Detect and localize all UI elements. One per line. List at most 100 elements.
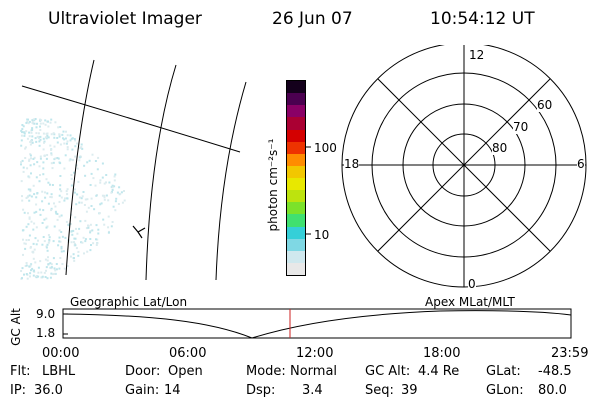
speckle-dot <box>23 273 25 276</box>
speckle-dot <box>62 130 65 133</box>
speckle-dot <box>63 199 66 202</box>
speckle-dot <box>31 121 34 124</box>
flt-label: Flt: <box>10 364 31 379</box>
speckle-dot <box>94 160 97 162</box>
speckle-dot <box>65 220 68 223</box>
speckle-dot <box>47 256 49 259</box>
speckle-dot <box>83 252 85 255</box>
speckle-dot <box>28 159 31 162</box>
speckle-dot <box>59 257 62 259</box>
speckle-dot <box>45 266 48 269</box>
speckle-dot <box>39 125 41 128</box>
speckle-dot <box>56 218 59 221</box>
speckle-dot <box>28 131 31 134</box>
speckle-dot <box>21 159 24 162</box>
speckle-dot <box>24 265 27 267</box>
speckle-dot <box>30 263 33 266</box>
speckle-dot <box>42 167 45 170</box>
speckle-dot <box>117 203 120 205</box>
speckle-dot <box>79 220 82 223</box>
speckle-dot <box>32 257 35 260</box>
speckle-dot <box>123 199 126 202</box>
speckle-dot <box>24 146 27 149</box>
speckle-dot <box>58 161 61 164</box>
speckle-dot <box>29 143 32 146</box>
speckle-dot <box>33 156 36 159</box>
speckle-dot <box>59 175 62 177</box>
speckle-dot <box>29 272 32 275</box>
altitude-ytick-low: 1.8 <box>36 326 56 340</box>
speckle-dot <box>37 275 40 278</box>
speckle-dot <box>59 126 62 128</box>
speckle-dot <box>92 242 95 245</box>
colorbar-band <box>287 105 305 118</box>
speckle-dot <box>33 122 36 125</box>
speckle-dot <box>25 264 28 267</box>
speckle-dot <box>76 167 79 170</box>
speckle-dot <box>120 191 123 194</box>
speckle-dot <box>20 163 22 166</box>
speckle-dot <box>33 222 36 225</box>
speckle-dot <box>25 262 28 264</box>
speckle-dot <box>70 230 73 233</box>
gain-value: 14 <box>164 383 181 398</box>
speckle-dot <box>54 269 57 272</box>
speckle-dot <box>26 277 29 280</box>
polar-panel-label: Apex MLat/MLT <box>425 295 515 309</box>
speckle-dot <box>37 137 40 140</box>
door-label: Door: <box>125 364 161 379</box>
speckle-dot <box>89 249 92 252</box>
colorbar-band <box>287 81 305 94</box>
speckle-dot <box>77 250 80 253</box>
speckle-dot <box>35 226 38 229</box>
speckle-dot <box>33 248 36 251</box>
speckle-dot <box>103 194 106 197</box>
speckle-dot <box>101 162 104 165</box>
speckle-dot <box>70 241 73 244</box>
speckle-dot <box>52 161 55 164</box>
speckle-dot <box>73 257 75 260</box>
speckle-dot <box>64 197 66 200</box>
speckle-dot <box>47 181 50 184</box>
speckle-dot <box>96 242 99 245</box>
speckle-dot <box>59 184 62 187</box>
speckle-dot <box>97 232 100 235</box>
colorbar-band <box>287 141 305 154</box>
speckle-dot <box>26 167 29 170</box>
speckle-dot <box>76 142 78 145</box>
speckle-dot <box>29 154 32 157</box>
speckle-dot <box>76 193 79 196</box>
speckle-dot <box>55 212 58 215</box>
gc-alt-value: 4.4 Re <box>418 364 460 379</box>
speckle-dot <box>53 225 56 228</box>
speckle-dot <box>78 159 81 162</box>
speckle-dot <box>21 195 23 198</box>
speckle-dot <box>22 131 25 134</box>
speckle-dot <box>90 172 93 175</box>
speckle-dot <box>44 136 47 139</box>
speckle-dot <box>25 239 28 242</box>
longitude-line-1 <box>65 59 95 276</box>
speckle-dot <box>50 207 53 210</box>
speckle-dot <box>70 174 73 176</box>
mlt-label-6: 6 <box>577 157 585 171</box>
speckle-dot <box>70 177 73 180</box>
speckle-dot <box>39 174 41 176</box>
speckle-dot <box>54 210 57 213</box>
speckle-dot <box>51 273 54 276</box>
speckle-dot <box>60 245 63 248</box>
speckle-dot <box>36 161 39 164</box>
speckle-dot <box>49 183 51 186</box>
speckle-dot <box>39 155 42 158</box>
speckle-dot <box>32 251 35 254</box>
speckle-dot <box>70 137 73 140</box>
speckle-dot <box>87 226 90 229</box>
geographic-panel-label: Geographic Lat/Lon <box>70 295 188 309</box>
altitude-plot <box>62 308 572 339</box>
speckle-dot <box>90 205 93 207</box>
speckle-dot <box>31 141 34 144</box>
speckle-dot <box>31 119 34 122</box>
speckle-dot <box>70 255 72 258</box>
observation-date: 26 Jun 07 <box>272 9 353 29</box>
speckle-dot <box>40 271 43 274</box>
